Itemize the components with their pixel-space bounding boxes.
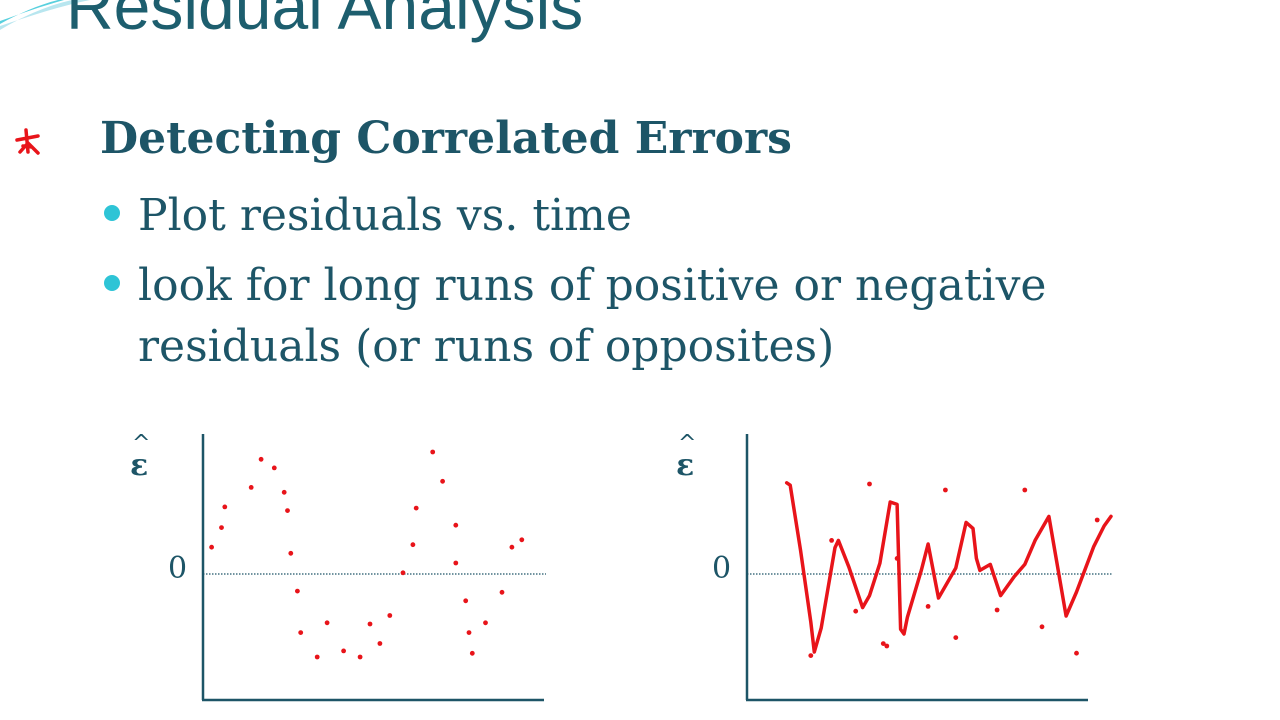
residual-point: [248, 485, 254, 490]
residual-point: [281, 489, 287, 495]
residual-series-line: [784, 481, 1113, 654]
residual-point: [808, 653, 814, 658]
bullet-item-plot-residuals: Plot residuals vs. time: [100, 186, 1260, 246]
residual-point: [410, 542, 416, 548]
residual-point: [453, 560, 459, 566]
residual-point: [295, 588, 300, 594]
residual-point: [880, 641, 886, 646]
y-axis-hat: ^: [132, 431, 150, 456]
residual-point: [219, 525, 224, 530]
y-axis-label: ε: [130, 448, 148, 483]
residual-point: [285, 508, 290, 513]
y-axis-hat: ^: [678, 431, 696, 456]
residual-point: [466, 630, 472, 635]
residual-point: [357, 654, 363, 660]
section-heading: Detecting Correlated Errors: [100, 113, 792, 164]
residual-point: [1094, 517, 1100, 523]
residual-point: [829, 538, 834, 543]
residual-point: [453, 522, 459, 528]
residual-point: [943, 487, 948, 493]
residual-point: [413, 505, 419, 511]
residual-point: [1074, 650, 1079, 656]
residual-point: [953, 635, 959, 640]
residual-point: [483, 620, 488, 626]
line-plot-svg: ^ ε 0: [676, 431, 1113, 702]
bullet-dot-icon: [104, 275, 120, 292]
bullet-dot-icon: [104, 205, 120, 221]
residual-point: [884, 643, 890, 649]
residual-point: [271, 465, 277, 471]
residual-scatter-plot: ^ ε 0: [100, 420, 600, 720]
residual-point: [994, 607, 1000, 613]
residual-point: [430, 449, 436, 455]
star-annotation-icon: [15, 128, 40, 155]
residual-point: [377, 641, 383, 646]
residual-point: [894, 556, 900, 561]
zero-tick-label: 0: [168, 551, 187, 586]
residual-point: [463, 598, 469, 604]
residual-point: [509, 544, 515, 550]
bullet-text: Plot residuals vs. time: [138, 190, 632, 241]
residual-point: [341, 648, 346, 654]
slide-title: Residual Analysis: [66, 0, 584, 43]
residual-point: [499, 589, 505, 595]
residual-point: [387, 613, 393, 618]
residual-line-plot: ^ ε 0: [646, 420, 1146, 720]
residual-point: [367, 621, 373, 627]
residual-point: [519, 537, 525, 543]
data-marks: [209, 449, 525, 660]
residual-point: [222, 504, 228, 510]
bullet-item-long-runs: look for long runs of positive or negati…: [100, 256, 1260, 377]
zero-tick-label: 0: [712, 551, 731, 586]
residual-point: [400, 570, 406, 576]
residual-point: [853, 608, 859, 614]
residual-point: [1039, 624, 1045, 630]
y-axis-label: ε: [676, 448, 694, 483]
residual-point: [1022, 487, 1028, 493]
residual-point: [288, 550, 294, 556]
residual-point: [324, 620, 330, 626]
bullet-text: look for long runs of positive or negati…: [138, 260, 1047, 372]
residual-point: [867, 481, 872, 487]
residual-point: [469, 650, 475, 656]
residual-point: [258, 456, 264, 462]
data-marks: [784, 481, 1113, 658]
residual-point: [298, 630, 304, 635]
bullet-list: Plot residuals vs. time look for long ru…: [100, 186, 1260, 377]
residual-point: [925, 604, 931, 609]
residual-point: [314, 654, 320, 660]
scatter-plot-svg: ^ ε 0: [130, 431, 546, 702]
residual-point: [209, 544, 214, 550]
residual-point: [440, 478, 445, 484]
